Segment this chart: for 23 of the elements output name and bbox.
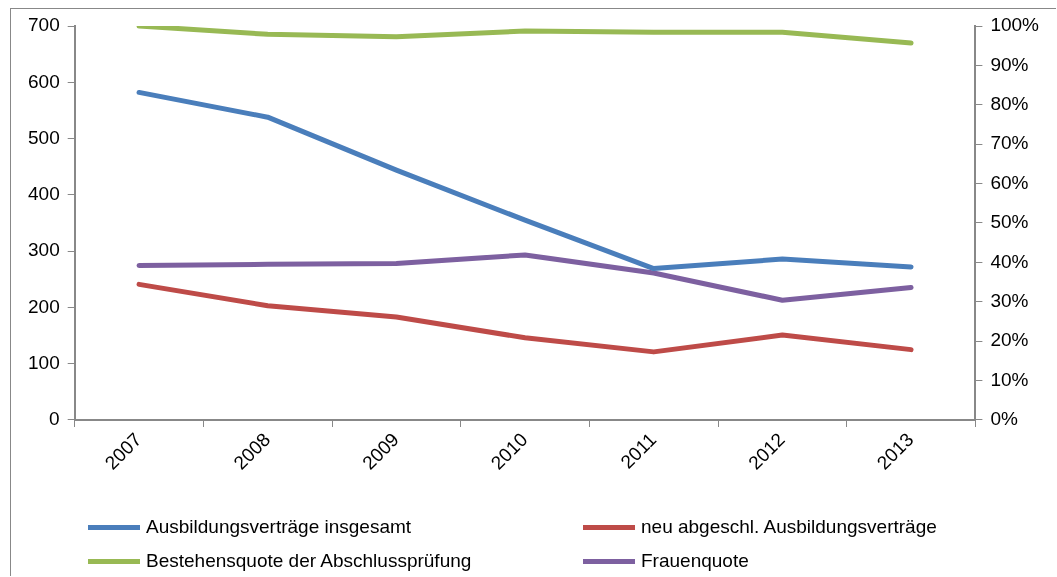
y-tick-label: 300	[28, 239, 60, 261]
y-tick-label: 700	[28, 14, 60, 36]
y-tick-label: 0	[49, 408, 60, 430]
y-tick-label: 100	[28, 351, 60, 373]
y2-tick-label: 40%	[990, 250, 1029, 272]
legend-label: Bestehensquote der Abschlussprüfung	[146, 550, 472, 572]
y2-tick-label: 50%	[990, 211, 1029, 233]
y-tick-label: 400	[28, 183, 60, 205]
legend-label: Frauenquote	[641, 550, 749, 572]
y2-tick-label: 90%	[990, 53, 1029, 75]
y2-tick-label: 100%	[990, 14, 1040, 36]
y2-tick-label: 30%	[990, 290, 1029, 312]
y-tick-label: 500	[28, 126, 60, 148]
y2-tick-label: 20%	[990, 329, 1029, 351]
y2-tick-label: 80%	[990, 93, 1029, 115]
y2-tick-label: 60%	[990, 171, 1029, 193]
legend-label: neu abgeschl. Ausbildungsverträge	[641, 516, 937, 538]
y2-tick-label: 0%	[990, 408, 1018, 430]
legend-label: Ausbildungsverträge insgesamt	[146, 516, 412, 538]
y2-tick-label: 70%	[990, 132, 1029, 154]
y2-tick-label: 10%	[990, 368, 1029, 390]
y-tick-label: 600	[28, 70, 60, 92]
y-tick-label: 200	[28, 295, 60, 317]
